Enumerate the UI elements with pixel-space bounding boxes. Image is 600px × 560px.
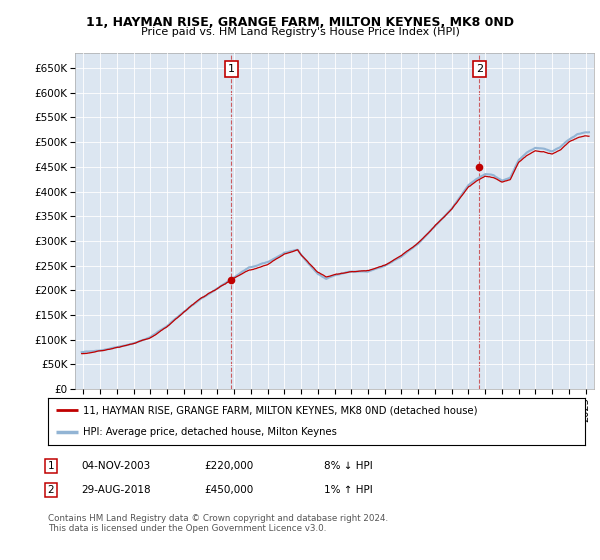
- Text: 1: 1: [47, 461, 55, 471]
- Text: HPI: Average price, detached house, Milton Keynes: HPI: Average price, detached house, Milt…: [83, 427, 337, 437]
- Text: 8% ↓ HPI: 8% ↓ HPI: [324, 461, 373, 471]
- Text: 04-NOV-2003: 04-NOV-2003: [81, 461, 150, 471]
- Text: 29-AUG-2018: 29-AUG-2018: [81, 485, 151, 495]
- Text: 1% ↑ HPI: 1% ↑ HPI: [324, 485, 373, 495]
- Text: Contains HM Land Registry data © Crown copyright and database right 2024.
This d: Contains HM Land Registry data © Crown c…: [48, 514, 388, 534]
- Text: 2: 2: [47, 485, 55, 495]
- Text: Price paid vs. HM Land Registry's House Price Index (HPI): Price paid vs. HM Land Registry's House …: [140, 27, 460, 37]
- Text: 1: 1: [228, 64, 235, 74]
- Text: 11, HAYMAN RISE, GRANGE FARM, MILTON KEYNES, MK8 0ND: 11, HAYMAN RISE, GRANGE FARM, MILTON KEY…: [86, 16, 514, 29]
- Text: £220,000: £220,000: [204, 461, 253, 471]
- Text: 2: 2: [476, 64, 483, 74]
- Text: 11, HAYMAN RISE, GRANGE FARM, MILTON KEYNES, MK8 0ND (detached house): 11, HAYMAN RISE, GRANGE FARM, MILTON KEY…: [83, 405, 478, 416]
- Text: £450,000: £450,000: [204, 485, 253, 495]
